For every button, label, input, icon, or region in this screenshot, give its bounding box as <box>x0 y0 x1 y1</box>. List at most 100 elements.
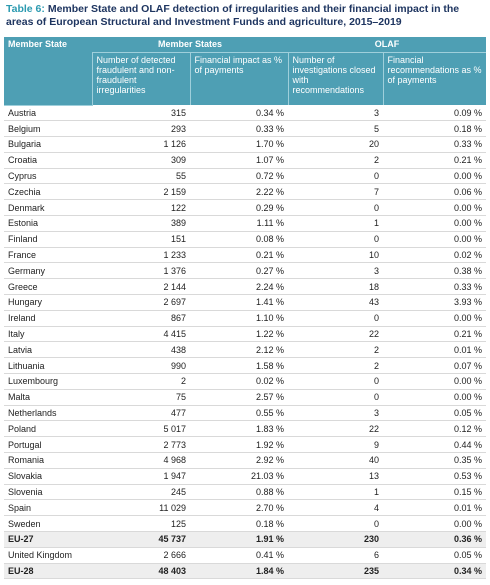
table-cell: 0.29 % <box>190 199 288 217</box>
table-row: Malta 75 2.57 % 0 0.00 % <box>4 389 486 406</box>
table-cell: 4 <box>288 499 383 517</box>
member-state: Denmark <box>4 199 92 217</box>
table-cell: 2 144 <box>92 278 190 296</box>
table-cell: 0.05 % <box>383 405 486 422</box>
table-cell: 1.91 % <box>190 531 288 548</box>
table-cell: 0.00 % <box>383 215 486 232</box>
table-cell: 3 <box>288 262 383 280</box>
member-state: Italy <box>4 326 92 343</box>
table-cell: 0.00 % <box>383 373 486 390</box>
table-cell: 1 126 <box>92 136 190 153</box>
table-cell: 0.34 % <box>190 105 288 122</box>
table-cell: 0.41 % <box>190 547 288 564</box>
table-cell: 0.21 % <box>383 152 486 169</box>
table-cell: 0.44 % <box>383 436 486 454</box>
member-state: Czechia <box>4 183 92 201</box>
member-state: Slovenia <box>4 484 92 501</box>
table-cell: 1 233 <box>92 247 190 264</box>
member-state: EU-27 <box>4 531 92 548</box>
table-cell: 0.05 % <box>383 547 486 564</box>
table-row: Belgium 293 0.33 % 5 0.18 % <box>4 120 486 138</box>
table-cell: 55 <box>92 168 190 185</box>
table-cell: 2 <box>92 373 190 390</box>
table-cell: 867 <box>92 310 190 327</box>
member-state: Malta <box>4 389 92 406</box>
table-cell: 0.27 % <box>190 262 288 280</box>
table-cell: 2.92 % <box>190 452 288 469</box>
table-cell: 0.00 % <box>383 231 486 248</box>
table-cell: 0.21 % <box>190 247 288 264</box>
member-state: EU-28 <box>4 563 92 580</box>
header-cell: Financial impact as % of payments <box>189 52 288 105</box>
table-cell: 0.09 % <box>383 105 486 122</box>
table-cell: 1.22 % <box>190 326 288 343</box>
header-cell: OLAF <box>288 37 486 53</box>
table-cell: 122 <box>92 199 190 217</box>
member-state: Sweden <box>4 515 92 533</box>
table-row: Netherlands 477 0.55 % 3 0.05 % <box>4 405 486 422</box>
table-row: Greece 2 144 2.24 % 18 0.33 % <box>4 278 486 296</box>
table-cell: 48 403 <box>92 563 190 580</box>
table-cell: 309 <box>92 152 190 169</box>
table-cell: 0.00 % <box>383 168 486 185</box>
table-row: Sweden 125 0.18 % 0 0.00 % <box>4 515 486 533</box>
member-state: Bulgaria <box>4 136 92 153</box>
data-table: Member State Member States OLAF Number o… <box>4 37 486 580</box>
table-cell: 1.07 % <box>190 152 288 169</box>
table-cell: 2.22 % <box>190 183 288 201</box>
table-cell: 0 <box>288 310 383 327</box>
table-cell: 438 <box>92 341 190 359</box>
table-cell: 0 <box>288 389 383 406</box>
table-cell: 2.24 % <box>190 278 288 296</box>
member-state: Luxembourg <box>4 373 92 390</box>
table-cell: 40 <box>288 452 383 469</box>
table-cell: 230 <box>288 531 383 548</box>
table-cell: 0.36 % <box>383 531 486 548</box>
header-cell: Member States <box>92 37 288 53</box>
table-row: Finland 151 0.08 % 0 0.00 % <box>4 231 486 248</box>
table-cell: 3 <box>288 405 383 422</box>
table-cell: 0.02 % <box>383 247 486 264</box>
table-row: Hungary 2 697 1.41 % 43 3.93 % <box>4 294 486 311</box>
table-cell: 21.03 % <box>190 468 288 485</box>
table-title: Table 6: Member State and OLAF detection… <box>6 3 486 29</box>
table-cell: 3.93 % <box>383 294 486 311</box>
title-text: Member State and OLAF detection of irreg… <box>6 3 460 28</box>
table-row: Poland 5 017 1.83 % 22 0.12 % <box>4 420 486 438</box>
table-cell: 0.35 % <box>383 452 486 469</box>
member-state: Latvia <box>4 341 92 359</box>
table-cell: 0 <box>288 199 383 217</box>
table-cell: 3 <box>288 105 383 122</box>
member-state: Portugal <box>4 436 92 454</box>
table-cell: 0.34 % <box>383 563 486 580</box>
table-row: EU-27 45 737 1.91 % 230 0.36 % <box>4 531 486 548</box>
table-row: EU-28 48 403 1.84 % 235 0.34 % <box>4 563 486 580</box>
table-cell: 9 <box>288 436 383 454</box>
table-cell: 2 697 <box>92 294 190 311</box>
table-cell: 1 947 <box>92 468 190 485</box>
table-cell: 22 <box>288 326 383 343</box>
table-cell: 2 159 <box>92 183 190 201</box>
table-row: Denmark 122 0.29 % 0 0.00 % <box>4 199 486 217</box>
table-cell: 4 415 <box>92 326 190 343</box>
table-row: Italy 4 415 1.22 % 22 0.21 % <box>4 326 486 343</box>
table-cell: 4 968 <box>92 452 190 469</box>
table-cell: 0.33 % <box>383 136 486 153</box>
table-row: Germany 1 376 0.27 % 3 0.38 % <box>4 262 486 280</box>
table-row: Romania 4 968 2.92 % 40 0.35 % <box>4 452 486 469</box>
table-cell: 0 <box>288 168 383 185</box>
table-row: Cyprus 55 0.72 % 0 0.00 % <box>4 168 486 185</box>
member-state: Romania <box>4 452 92 469</box>
table-cell: 0.15 % <box>383 484 486 501</box>
title-label: Table 6: <box>6 3 45 15</box>
table-cell: 0.07 % <box>383 357 486 375</box>
member-state: Finland <box>4 231 92 248</box>
table-body: Austria 315 0.34 % 3 0.09 % Belgium 293 0.33 % 5… <box>4 105 486 580</box>
table-cell: 0.00 % <box>383 310 486 327</box>
member-state: Slovakia <box>4 468 92 485</box>
table-cell: 0.18 % <box>383 120 486 138</box>
table-cell: 0 <box>288 231 383 248</box>
table-cell: 1.92 % <box>190 436 288 454</box>
table-row: Lithuania 990 1.58 % 2 0.07 % <box>4 357 486 375</box>
table-row: Luxembourg 2 0.02 % 0 0.00 % <box>4 373 486 390</box>
